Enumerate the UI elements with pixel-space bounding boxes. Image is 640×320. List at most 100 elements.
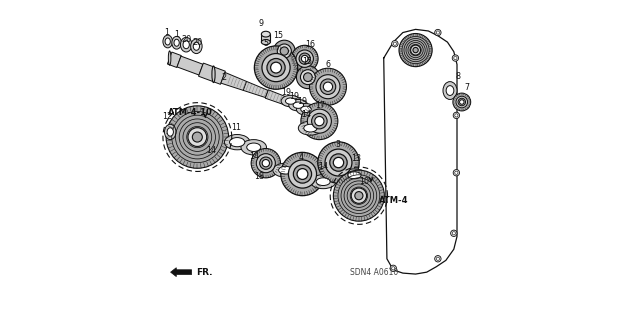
Circle shape	[307, 109, 332, 133]
Text: FR.: FR.	[196, 268, 212, 277]
Text: 20: 20	[182, 35, 192, 44]
Ellipse shape	[246, 143, 260, 151]
Circle shape	[299, 53, 310, 64]
Ellipse shape	[165, 38, 170, 45]
Circle shape	[193, 132, 202, 142]
Circle shape	[297, 169, 308, 180]
Polygon shape	[168, 52, 181, 68]
Text: 9: 9	[259, 19, 264, 28]
Text: 17: 17	[315, 101, 325, 110]
Polygon shape	[261, 34, 270, 42]
Circle shape	[262, 53, 290, 82]
Ellipse shape	[348, 172, 361, 179]
Circle shape	[453, 93, 470, 111]
Polygon shape	[221, 72, 246, 90]
Circle shape	[355, 192, 363, 200]
Ellipse shape	[261, 40, 270, 45]
Circle shape	[452, 55, 459, 61]
Circle shape	[267, 59, 285, 77]
Circle shape	[301, 55, 308, 62]
Circle shape	[310, 68, 346, 105]
Ellipse shape	[289, 100, 308, 111]
Circle shape	[392, 267, 395, 270]
Polygon shape	[265, 90, 296, 108]
Text: 14: 14	[301, 110, 310, 119]
Text: 14: 14	[318, 162, 328, 171]
Ellipse shape	[273, 40, 295, 62]
Ellipse shape	[180, 37, 192, 52]
Circle shape	[289, 160, 317, 188]
Ellipse shape	[167, 128, 173, 136]
Circle shape	[458, 98, 465, 106]
Circle shape	[316, 75, 340, 99]
Ellipse shape	[443, 82, 457, 100]
Text: 14: 14	[249, 152, 259, 161]
Circle shape	[435, 29, 441, 36]
Ellipse shape	[191, 39, 202, 53]
Circle shape	[318, 142, 359, 183]
Text: 15: 15	[302, 57, 312, 66]
Ellipse shape	[278, 166, 292, 174]
Circle shape	[166, 106, 228, 168]
Circle shape	[271, 62, 282, 73]
Ellipse shape	[163, 35, 173, 48]
Ellipse shape	[301, 106, 311, 113]
FancyArrow shape	[171, 268, 191, 276]
Text: ATM-4: ATM-4	[379, 196, 408, 205]
Circle shape	[262, 160, 269, 167]
Circle shape	[411, 45, 420, 55]
Circle shape	[456, 96, 468, 108]
Circle shape	[351, 188, 367, 203]
Polygon shape	[243, 81, 268, 98]
Circle shape	[301, 103, 338, 140]
Circle shape	[436, 257, 440, 260]
Circle shape	[320, 79, 336, 94]
Text: 6: 6	[326, 60, 330, 69]
Ellipse shape	[172, 36, 181, 49]
Text: 7: 7	[464, 84, 469, 92]
Text: 1: 1	[174, 30, 179, 39]
Text: SDN4 A0610: SDN4 A0610	[350, 268, 398, 277]
Ellipse shape	[230, 138, 245, 147]
Circle shape	[460, 100, 464, 104]
Text: 18: 18	[255, 172, 264, 181]
Text: 12: 12	[163, 113, 173, 122]
Circle shape	[399, 34, 432, 67]
Ellipse shape	[261, 31, 270, 37]
Circle shape	[455, 114, 458, 117]
Circle shape	[333, 157, 344, 168]
Ellipse shape	[316, 178, 330, 186]
Circle shape	[390, 265, 396, 271]
Ellipse shape	[310, 175, 336, 189]
Text: 3: 3	[335, 140, 340, 149]
Text: 5: 5	[263, 39, 268, 48]
Text: ATM-4-10: ATM-4-10	[168, 108, 212, 117]
Ellipse shape	[273, 163, 298, 177]
Ellipse shape	[212, 66, 215, 83]
Circle shape	[323, 82, 333, 91]
Text: 1: 1	[164, 28, 169, 37]
Ellipse shape	[285, 98, 296, 104]
Ellipse shape	[174, 39, 179, 46]
Circle shape	[188, 128, 207, 147]
Circle shape	[296, 50, 314, 68]
Polygon shape	[177, 56, 203, 75]
Text: 11: 11	[232, 123, 241, 132]
Ellipse shape	[183, 41, 189, 49]
Text: 13: 13	[351, 154, 361, 163]
Circle shape	[291, 45, 318, 72]
Circle shape	[394, 42, 396, 45]
Circle shape	[413, 47, 418, 53]
Polygon shape	[198, 63, 225, 84]
Circle shape	[435, 256, 441, 262]
Text: 19: 19	[289, 92, 300, 101]
Ellipse shape	[296, 104, 316, 115]
Text: 19: 19	[297, 97, 307, 106]
Circle shape	[436, 31, 440, 34]
Ellipse shape	[300, 70, 316, 84]
Circle shape	[455, 171, 458, 174]
Circle shape	[256, 154, 275, 173]
Circle shape	[452, 232, 456, 235]
Ellipse shape	[342, 169, 367, 182]
Circle shape	[330, 154, 347, 171]
